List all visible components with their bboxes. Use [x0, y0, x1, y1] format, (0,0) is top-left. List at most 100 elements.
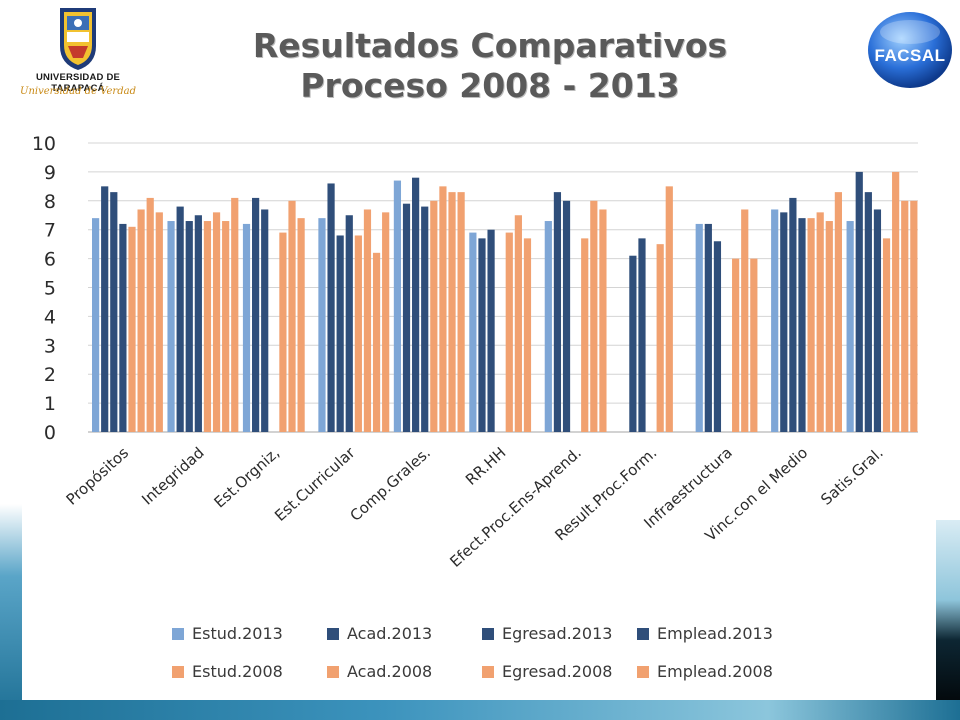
- legend-label: Acad.2008: [347, 662, 433, 681]
- x-tick-label: Integridad: [138, 444, 207, 509]
- bar: [336, 235, 344, 432]
- university-motto: Universidad de Verdad: [20, 86, 136, 97]
- legend-swatch: [637, 665, 649, 678]
- x-tick-label: Est.Orgniz,: [210, 444, 283, 512]
- x-tick-label: Est.Curricular: [271, 443, 359, 525]
- bar: [505, 232, 513, 432]
- bar: [345, 215, 353, 432]
- legend-swatch: [327, 665, 339, 678]
- bar: [732, 258, 740, 432]
- bar: [665, 186, 673, 432]
- bar: [469, 232, 477, 432]
- y-tick-label: 9: [44, 162, 56, 184]
- legend-item: Emplead.2013: [637, 624, 773, 643]
- bar: [780, 212, 788, 432]
- bar: [487, 229, 495, 432]
- y-tick-label: 8: [44, 191, 56, 213]
- facsal-globe-icon: [868, 12, 952, 88]
- y-tick-label: 0: [44, 422, 56, 444]
- bar: [439, 186, 447, 432]
- legend-item: Egresad.2008: [482, 662, 612, 681]
- bar: [789, 197, 797, 432]
- university-name: UNIVERSIDAD DE TARAPACÁ: [35, 72, 121, 94]
- bar: [110, 192, 118, 432]
- bar: [261, 209, 269, 432]
- university-shield-icon: [60, 8, 96, 70]
- y-tick-label: 5: [44, 278, 56, 300]
- y-tick-label: 1: [44, 393, 56, 415]
- legend-label: Acad.2013: [347, 624, 433, 643]
- facsal-logo-text: FACSAL: [874, 46, 946, 65]
- bar: [382, 212, 390, 432]
- bar: [798, 218, 806, 432]
- bar: [855, 171, 863, 432]
- bar: [834, 192, 842, 432]
- bar: [741, 209, 749, 432]
- y-tick-label: 3: [44, 335, 56, 357]
- legend-swatch: [172, 665, 184, 678]
- slide-left-accent: [0, 0, 24, 720]
- legend-label: Emplead.2013: [657, 624, 773, 643]
- x-tick-label: Efect.Proc.Ens-Aprend.: [446, 444, 585, 571]
- y-tick-label: 7: [44, 220, 56, 242]
- bar: [212, 212, 221, 432]
- bar: [167, 221, 175, 432]
- bar: [128, 226, 136, 432]
- legend-item: Estud.2008: [172, 662, 283, 681]
- bar: [638, 238, 646, 432]
- y-tick-label: 2: [44, 364, 56, 386]
- x-tick-label: Satis.Gral.: [817, 444, 886, 509]
- title-line-2: Proceso 2008 - 2013: [300, 66, 680, 105]
- legend-label: Estud.2008: [192, 662, 283, 681]
- bar: [846, 221, 854, 432]
- bar: [430, 200, 438, 432]
- bar: [222, 221, 230, 432]
- bar: [421, 206, 429, 432]
- bar: [750, 258, 758, 432]
- bar: [590, 200, 598, 432]
- bar: [327, 183, 335, 432]
- bar: [393, 180, 402, 432]
- legend-item: Egresad.2013: [482, 624, 612, 643]
- bar: [910, 200, 918, 432]
- bar: [363, 209, 372, 432]
- bar: [92, 218, 100, 432]
- bar: [629, 255, 637, 432]
- legend-swatch: [637, 627, 649, 640]
- bar: [892, 171, 900, 432]
- title-line-1: Resultados Comparativos: [252, 26, 728, 65]
- bar: [231, 197, 239, 432]
- bar: [478, 238, 486, 432]
- legend-item: Estud.2013: [172, 624, 283, 643]
- bar: [581, 238, 589, 432]
- bar: [599, 209, 607, 432]
- bar: [252, 197, 260, 432]
- bar: [176, 206, 184, 432]
- bar: [203, 221, 212, 432]
- legend-item: Acad.2008: [327, 662, 432, 681]
- bar: [825, 221, 833, 432]
- bar: [279, 232, 287, 432]
- bar: [816, 212, 824, 432]
- y-tick-label: 6: [44, 249, 56, 271]
- bar: [704, 223, 712, 432]
- x-tick-label: Comp.Grales.: [347, 444, 434, 525]
- slide-right-accent: [936, 520, 960, 720]
- bar: [864, 192, 872, 432]
- bar: [523, 238, 532, 432]
- y-tick-label: 10: [32, 133, 56, 155]
- legend-swatch: [482, 665, 494, 678]
- bar: [448, 192, 456, 432]
- bar: [695, 223, 703, 432]
- bar: [514, 215, 522, 432]
- bar: [155, 212, 163, 432]
- bar: [402, 203, 411, 432]
- bar: [288, 200, 296, 432]
- bar: [807, 218, 815, 432]
- bar: [119, 223, 127, 432]
- legend-swatch: [327, 627, 339, 640]
- bar: [185, 221, 193, 432]
- bar: [372, 252, 381, 432]
- bar: [101, 186, 109, 432]
- legend-item: Acad.2013: [327, 624, 432, 643]
